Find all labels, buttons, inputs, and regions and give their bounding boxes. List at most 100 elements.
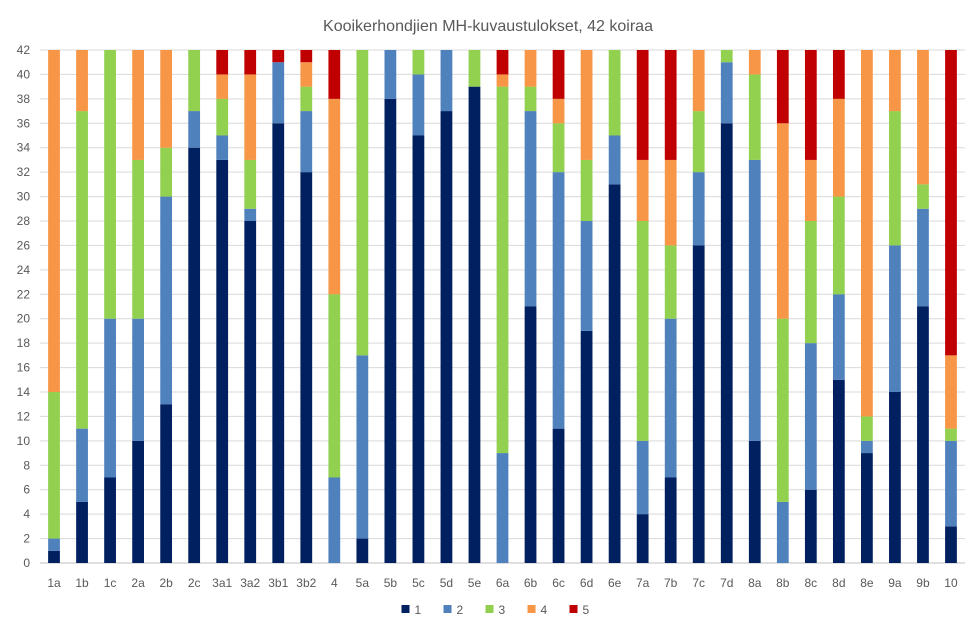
bar-segment-6a-series-2	[496, 453, 509, 563]
y-tick-label: 10	[17, 434, 31, 448]
bar-segment-3a1-series-2	[216, 135, 229, 160]
y-tick-label: 30	[17, 190, 31, 204]
bar-segment-2b-series-3	[160, 147, 173, 197]
y-tick-label: 18	[17, 336, 31, 350]
x-tick-label: 5e	[468, 576, 482, 590]
bar-segment-8d-series-4	[832, 98, 845, 197]
legend-swatch-5	[569, 605, 578, 613]
bar-segment-6d-series-2	[580, 221, 593, 331]
x-tick-label: 3a1	[212, 576, 232, 590]
bar-segment-7a-series-5	[636, 50, 649, 160]
y-tick-label: 28	[17, 214, 31, 228]
bar-segment-9b-series-2	[917, 208, 929, 307]
x-tick-label: 9a	[888, 576, 902, 590]
bar-segment-3b1-series-1	[272, 123, 285, 564]
bar-segment-7c-series-3	[692, 111, 705, 173]
y-tick-label: 38	[17, 92, 31, 106]
bar-segment-7a-series-1	[636, 514, 649, 563]
x-tick-label: 9b	[916, 576, 930, 590]
legend-label-3: 3	[499, 603, 506, 617]
bar-segment-8a-series-3	[748, 74, 761, 160]
bar-segment-3b2-series-4	[300, 62, 313, 87]
bar-segment-4-series-3	[328, 294, 341, 478]
bar-segment-7b-series-2	[664, 318, 677, 478]
y-tick-label: 20	[17, 312, 31, 326]
bar-segment-5b-series-2	[384, 50, 397, 99]
bar-segment-1b-series-1	[76, 501, 88, 563]
bar-segment-4-series-4	[328, 98, 341, 295]
x-tick-label: 8c	[804, 576, 817, 590]
bar-segment-10-series-4	[945, 355, 957, 429]
x-tick-label: 2c	[188, 576, 201, 590]
x-tick-label: 7d	[720, 576, 733, 590]
bar-segment-6e-series-1	[608, 184, 621, 563]
bar-segment-2a-series-3	[132, 159, 144, 319]
bar-segment-3b1-series-2	[272, 62, 285, 124]
bar-segment-3a1-series-5	[216, 50, 229, 75]
bar-segment-8b-series-3	[776, 318, 789, 502]
x-tick-label: 6c	[552, 576, 565, 590]
y-tick-label: 40	[17, 67, 31, 81]
bar-segment-3a2-series-1	[244, 221, 257, 563]
bar-segment-8b-series-2	[776, 501, 789, 563]
bar-segment-7a-series-3	[636, 221, 649, 441]
bar-segment-10-series-5	[945, 50, 957, 356]
bar-segment-8a-series-1	[748, 440, 761, 563]
y-tick-label: 36	[17, 116, 31, 130]
bar-segment-8d-series-1	[832, 379, 845, 563]
y-tick-label: 8	[23, 458, 30, 472]
x-tick-label: 8e	[860, 576, 874, 590]
legend-swatch-1	[401, 605, 410, 613]
bar-segment-7a-series-2	[636, 440, 649, 515]
bar-segment-8d-series-2	[832, 294, 845, 380]
legend-label-2: 2	[457, 603, 464, 617]
bar-segment-8d-series-3	[832, 196, 845, 295]
x-axis-ticks: 1a 1b 1c 2a 2b 2c 3a1 3a2 3b1 3b2 4 5a 5b 5c 5d 5e 6a 6b 6…	[47, 576, 958, 590]
bar-segment-8d-series-5	[832, 50, 845, 99]
bar-segment-7d-series-3	[720, 50, 733, 63]
y-tick-label: 12	[17, 409, 31, 423]
bar-segment-2b-series-4	[160, 50, 173, 148]
y-tick-label: 22	[17, 287, 31, 301]
bar-segment-2c-series-1	[188, 147, 201, 563]
bar-segment-7d-series-1	[720, 123, 733, 564]
bar-segment-6b-series-1	[524, 306, 537, 563]
x-tick-label: 5b	[384, 576, 398, 590]
bar-segment-3a1-series-4	[216, 74, 229, 99]
x-tick-label: 1c	[104, 576, 117, 590]
x-tick-label: 6e	[608, 576, 622, 590]
bar-segment-6c-series-1	[552, 428, 565, 563]
x-tick-label: 3b2	[296, 576, 316, 590]
bar-segment-9b-series-4	[917, 50, 929, 185]
bar-segment-7d-series-2	[720, 62, 733, 124]
bar-segment-7c-series-4	[692, 50, 705, 112]
bar-segment-2b-series-2	[160, 196, 173, 405]
bar-segment-2a-series-4	[132, 50, 144, 160]
bar-segment-5c-series-1	[412, 135, 425, 563]
bar-segment-10-series-1	[945, 526, 957, 563]
legend-swatch-3	[485, 605, 494, 613]
bar-segment-5a-series-3	[356, 50, 369, 356]
x-tick-label: 1b	[75, 576, 89, 590]
bar-segment-5d-series-1	[440, 111, 453, 564]
bar-segment-2c-series-3	[188, 50, 201, 112]
bar-segment-9a-series-2	[889, 245, 901, 392]
bar-segment-1a-series-4	[48, 50, 60, 392]
bar-segment-9b-series-3	[917, 184, 929, 209]
bar-segment-1a-series-2	[48, 538, 60, 551]
x-tick-label: 7b	[664, 576, 678, 590]
bar-segment-6a-series-3	[496, 86, 509, 454]
bar-segment-8c-series-5	[804, 50, 817, 160]
bar-segment-6c-series-5	[552, 50, 565, 99]
y-tick-label: 14	[17, 385, 31, 399]
bar-segment-8e-series-3	[861, 416, 873, 441]
bar-segment-8a-series-4	[748, 50, 761, 75]
bar-segment-5a-series-2	[356, 355, 369, 539]
bar-segment-3b2-series-5	[300, 50, 313, 63]
bar-segment-4-series-2	[328, 477, 341, 563]
y-tick-label: 4	[23, 507, 30, 521]
bar-segment-2b-series-1	[160, 404, 173, 563]
legend-swatch-4	[527, 605, 536, 613]
